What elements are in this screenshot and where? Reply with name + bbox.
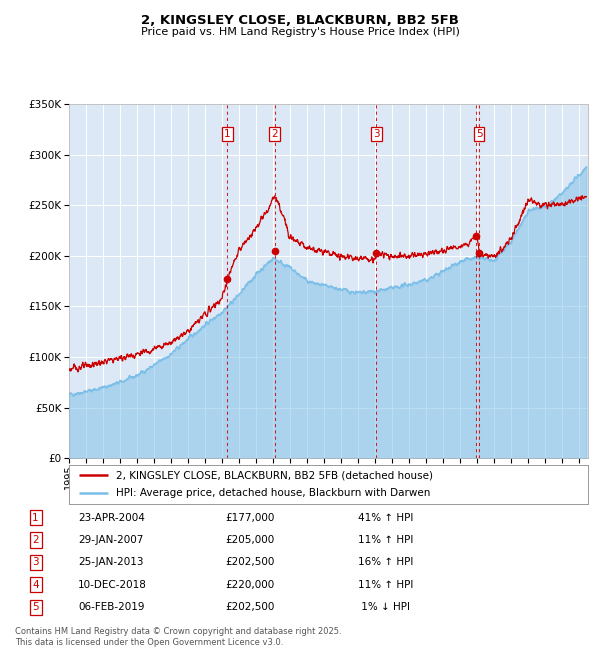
Text: HPI: Average price, detached house, Blackburn with Darwen: HPI: Average price, detached house, Blac…: [116, 488, 430, 498]
Text: 25-JAN-2013: 25-JAN-2013: [78, 558, 144, 567]
Text: 5: 5: [476, 129, 482, 139]
Text: 29-JAN-2007: 29-JAN-2007: [78, 535, 143, 545]
Text: 1: 1: [32, 513, 39, 523]
Text: 3: 3: [32, 558, 39, 567]
Text: 11% ↑ HPI: 11% ↑ HPI: [358, 580, 413, 590]
Text: £202,500: £202,500: [225, 602, 274, 612]
Text: 11% ↑ HPI: 11% ↑ HPI: [358, 535, 413, 545]
Text: 2, KINGSLEY CLOSE, BLACKBURN, BB2 5FB: 2, KINGSLEY CLOSE, BLACKBURN, BB2 5FB: [141, 14, 459, 27]
Text: 1: 1: [224, 129, 231, 139]
Text: £220,000: £220,000: [225, 580, 274, 590]
Text: Price paid vs. HM Land Registry's House Price Index (HPI): Price paid vs. HM Land Registry's House …: [140, 27, 460, 37]
Text: 10-DEC-2018: 10-DEC-2018: [78, 580, 147, 590]
Text: £205,000: £205,000: [225, 535, 274, 545]
Text: 1% ↓ HPI: 1% ↓ HPI: [358, 602, 410, 612]
Text: 3: 3: [373, 129, 380, 139]
Text: 2, KINGSLEY CLOSE, BLACKBURN, BB2 5FB (detached house): 2, KINGSLEY CLOSE, BLACKBURN, BB2 5FB (d…: [116, 471, 433, 480]
Text: 5: 5: [32, 602, 39, 612]
Text: 4: 4: [32, 580, 39, 590]
Text: Contains HM Land Registry data © Crown copyright and database right 2025.
This d: Contains HM Land Registry data © Crown c…: [15, 627, 341, 647]
Text: £202,500: £202,500: [225, 558, 274, 567]
Text: 41% ↑ HPI: 41% ↑ HPI: [358, 513, 413, 523]
Text: 2: 2: [271, 129, 278, 139]
Text: 06-FEB-2019: 06-FEB-2019: [78, 602, 145, 612]
Text: 16% ↑ HPI: 16% ↑ HPI: [358, 558, 413, 567]
Text: £177,000: £177,000: [225, 513, 274, 523]
Text: 2: 2: [32, 535, 39, 545]
Text: 23-APR-2004: 23-APR-2004: [78, 513, 145, 523]
